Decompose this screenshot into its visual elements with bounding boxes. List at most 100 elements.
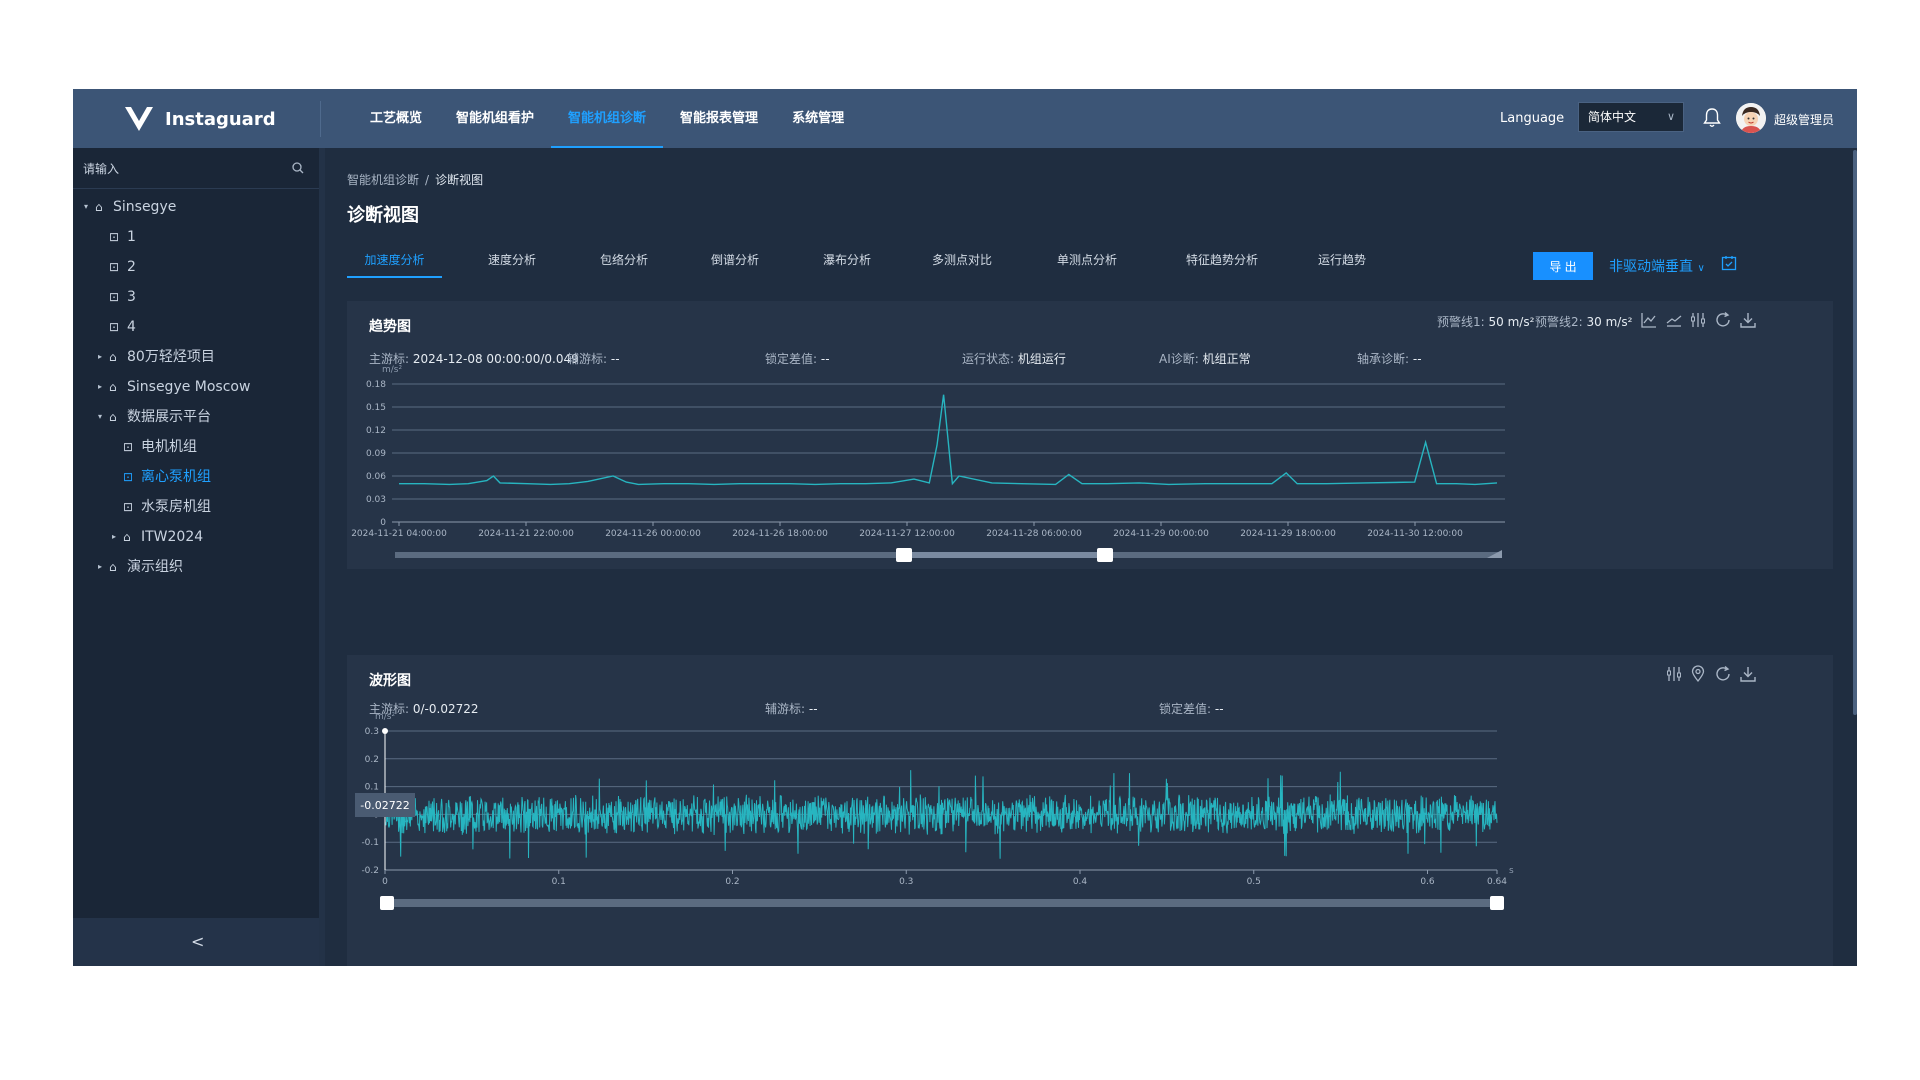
tab-acceleration-analysis[interactable]: 加速度分析: [347, 244, 442, 278]
divider: [320, 101, 321, 137]
lock-diff-label: 锁定差值:: [765, 352, 818, 366]
collapse-sidebar-button[interactable]: <: [191, 932, 205, 951]
logo[interactable]: Instaguard: [123, 103, 276, 135]
chevron-down-icon: ∨: [1697, 263, 1705, 274]
nav-item-unit-diagnosis[interactable]: 智能机组诊断: [551, 89, 664, 148]
wave-aux-cursor-label: 辅游标:: [765, 702, 806, 716]
nav-item-unit-care[interactable]: 智能机组看护: [456, 111, 535, 126]
tab-feature-trend-analysis[interactable]: 特征趋势分析: [1185, 253, 1258, 267]
refresh-icon[interactable]: [1714, 665, 1732, 683]
waveform-chart[interactable]: m/s²s-0.2-0.100.10.20.300.10.20.30.40.50…: [347, 655, 1833, 966]
bank-icon: ⌂: [109, 410, 117, 424]
zoom-slider-handle-left[interactable]: [380, 896, 394, 910]
tree-node[interactable]: ▸ ⌂ 演示组织: [73, 552, 319, 582]
tree-node-label: 1: [127, 229, 136, 245]
cursor-marker[interactable]: [382, 728, 388, 734]
zoom-slider-selection[interactable]: [900, 552, 1105, 558]
tree-node[interactable]: ▸ ⌂ Sinsegye Moscow: [73, 372, 319, 402]
zoom-slider-handle-right[interactable]: [1097, 548, 1113, 562]
caret-down-icon[interactable]: ▾: [83, 202, 88, 211]
trend-line-icon[interactable]: [1665, 311, 1683, 329]
download-icon[interactable]: [1739, 665, 1757, 683]
ai-diagnosis-label: AI诊断:: [1159, 352, 1199, 366]
breadcrumb-current: 诊断视图: [435, 173, 484, 187]
trend-chart[interactable]: m/s² 0 0.03 0.06 0.09 0.12 0.15 0.18 2024-11-21 …: [347, 301, 1833, 569]
tree-node[interactable]: ▾ ⌂ 数据展示平台: [73, 402, 319, 432]
user-name[interactable]: 超级管理员: [1774, 113, 1835, 127]
x-tick-label: 0.5: [1247, 877, 1261, 887]
search-input[interactable]: [81, 156, 285, 182]
caret-right-icon[interactable]: ▸: [97, 382, 102, 391]
location-pin-icon[interactable]: [1689, 665, 1707, 683]
tab-envelope-analysis[interactable]: 包络分析: [599, 253, 648, 267]
search-icon[interactable]: [292, 162, 304, 174]
download-icon[interactable]: [1739, 311, 1757, 329]
chevron-down-icon: ∨: [1666, 110, 1675, 123]
tab-single-point-analysis[interactable]: 单测点分析: [1056, 253, 1117, 267]
calendar-check-icon[interactable]: [1721, 255, 1737, 271]
tree-node[interactable]: ⊡ 电机机组: [73, 432, 319, 462]
nav-item-system[interactable]: 系统管理: [792, 111, 845, 126]
caret-right-icon[interactable]: ▸: [97, 562, 102, 571]
y-tick-label: 0.2: [365, 755, 379, 765]
tree-node[interactable]: ▸ ⌂ ITW2024: [73, 522, 319, 552]
tree-node-label: Sinsegye: [113, 199, 177, 215]
bell-icon[interactable]: [1702, 107, 1722, 129]
x-tick-label: 2024-11-27 12:00:00: [859, 529, 955, 539]
tree-node[interactable]: ⊡ 1: [73, 222, 319, 252]
language-select[interactable]: 简体中文 ∨: [1578, 102, 1684, 132]
trend-panel: 趋势图 预警线1: 50 m/s² 预警线2: 30 m/s²: [347, 301, 1833, 569]
y-tick-label: 0.1: [365, 783, 379, 793]
lock-diff-info: 锁定差值: --: [765, 350, 830, 367]
zoom-slider-handle-left[interactable]: [896, 548, 912, 562]
zoom-slider-handle-right[interactable]: [1490, 896, 1504, 910]
tab-velocity-analysis[interactable]: 速度分析: [487, 253, 536, 267]
device-icon: ⊡: [109, 320, 120, 334]
app-window: Instaguard 工艺概览 智能机组看护 智能机组诊断 智能报表管理 系统管…: [73, 89, 1857, 966]
scrollbar-thumb[interactable]: [1853, 150, 1857, 715]
tree-node[interactable]: ⊡ 4: [73, 312, 319, 342]
measure-point-select[interactable]: 非驱动端垂直 ∨: [1609, 256, 1705, 276]
caret-down-icon[interactable]: ▾: [97, 412, 102, 421]
app-name: Instaguard: [165, 108, 276, 130]
line-chart-icon[interactable]: [1640, 311, 1658, 329]
x-tick-label: 2024-11-26 00:00:00: [605, 529, 701, 539]
bank-icon: ⌂: [109, 350, 117, 364]
main-cursor-value: 2024-12-08 00:00:00/0.049: [412, 352, 579, 366]
tree-node[interactable]: ▸ ⌂ 80万轻烃项目: [73, 342, 319, 372]
refresh-icon[interactable]: [1714, 311, 1732, 329]
breadcrumb-parent[interactable]: 智能机组诊断: [347, 173, 420, 187]
y-tick-label: 0.15: [366, 403, 386, 413]
nav-item-process-overview[interactable]: 工艺概览: [370, 111, 423, 126]
tree-node[interactable]: ⊡ 3: [73, 282, 319, 312]
x-tick-label: 0.64: [1487, 877, 1507, 887]
avatar-image: [1736, 103, 1766, 133]
tree-node[interactable]: ⊡ 2: [73, 252, 319, 282]
x-tick-label: 2024-11-29 18:00:00: [1240, 529, 1336, 539]
caret-right-icon[interactable]: ▸: [111, 532, 116, 541]
tree-node[interactable]: ▾ ⌂ Sinsegye: [73, 192, 319, 222]
tab-running-trend[interactable]: 运行趋势: [1317, 253, 1366, 267]
tree-node-label: 数据展示平台: [127, 409, 211, 425]
y-axis-unit: m/s²: [375, 712, 395, 722]
export-button[interactable]: 导 出: [1533, 252, 1593, 280]
caret-right-icon[interactable]: ▸: [97, 352, 102, 361]
tree-node-label: 水泵房机组: [141, 499, 211, 515]
avatar[interactable]: [1736, 103, 1766, 133]
tab-multi-point-compare[interactable]: 多测点对比: [931, 253, 992, 267]
zoom-slider-track[interactable]: [385, 899, 1497, 907]
sidebar-divider: [319, 148, 325, 966]
device-icon: ⊡: [123, 500, 134, 514]
y-axis-unit: m/s²: [382, 365, 402, 375]
sliders-icon[interactable]: [1665, 665, 1683, 683]
sliders-icon[interactable]: [1689, 311, 1707, 329]
device-icon: ⊡: [123, 470, 134, 484]
tab-waterfall-analysis[interactable]: 瀑布分析: [822, 253, 871, 267]
tree-node[interactable]: ⊡ 水泵房机组: [73, 492, 319, 522]
tree-node[interactable]: ⊡ 离心泵机组: [73, 462, 319, 492]
tree-node-label: 80万轻烃项目: [127, 349, 215, 365]
tab-cepstrum-analysis[interactable]: 倒谱分析: [710, 253, 759, 267]
run-state-label: 运行状态:: [962, 352, 1015, 366]
x-tick-label: 2024-11-29 00:00:00: [1113, 529, 1209, 539]
nav-item-reports[interactable]: 智能报表管理: [680, 111, 759, 126]
